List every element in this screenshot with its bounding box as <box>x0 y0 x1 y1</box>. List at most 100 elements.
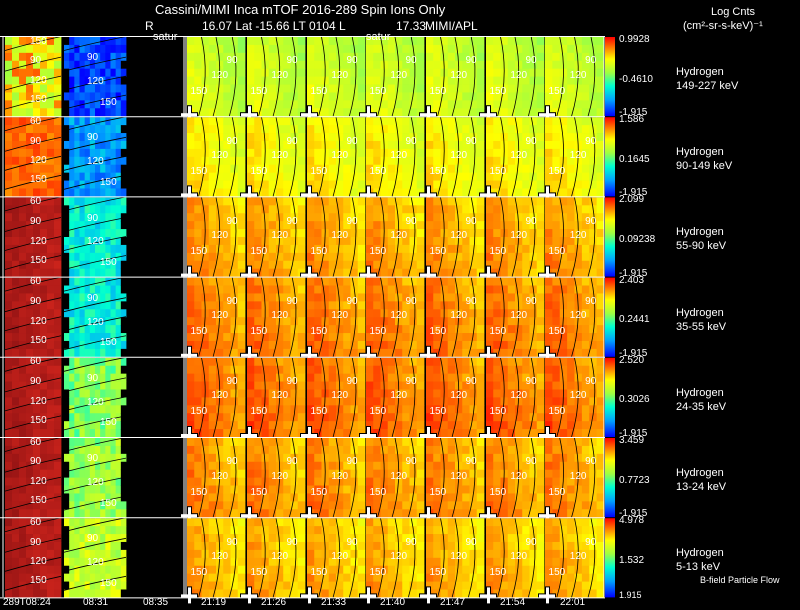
pixel-cell <box>366 453 374 463</box>
pixel-cell <box>416 260 425 270</box>
pixel-cell <box>440 438 449 447</box>
pixel-cell <box>201 285 210 294</box>
pixel-cell <box>54 325 62 334</box>
pixel-cell <box>387 438 396 447</box>
pixel-cell <box>201 429 210 438</box>
pixel-cell <box>469 68 478 77</box>
pixel-cell <box>559 213 568 222</box>
pixel-cell <box>426 357 434 367</box>
pixel-cell <box>79 285 86 294</box>
pixel-cell <box>89 333 96 342</box>
pixel-cell <box>69 317 75 326</box>
pixel-cell <box>33 493 41 502</box>
pixel-cell <box>529 333 538 342</box>
pixel-cell <box>462 197 470 206</box>
pixel-cell <box>194 148 202 158</box>
pixel-cell <box>69 133 75 142</box>
pixel-cell <box>223 293 231 302</box>
pixel-cell <box>357 156 366 166</box>
pixel-cell <box>366 333 374 342</box>
pixel-cell <box>476 381 485 390</box>
pixel-cell <box>95 252 101 262</box>
pixel-cell <box>455 438 463 447</box>
pixel-cell <box>297 477 306 486</box>
pixel-cell <box>89 421 96 430</box>
pixel-cell <box>79 373 86 382</box>
pixel-cell <box>237 365 246 375</box>
pixel-cell <box>47 509 55 518</box>
pixel-cell <box>216 317 224 326</box>
pixel-cell <box>314 84 322 93</box>
pixel-cell <box>5 148 13 158</box>
pixel-cell <box>589 268 598 277</box>
pixel-cell <box>507 493 516 502</box>
cross-marker <box>539 193 555 197</box>
pixel-cell <box>328 68 337 77</box>
pixel-cell <box>440 117 449 126</box>
pitch-contour-line <box>198 357 206 438</box>
pixel-cell <box>476 60 485 70</box>
pixel-cell <box>307 285 315 294</box>
cross-marker <box>241 434 257 437</box>
pixel-cell <box>84 469 91 478</box>
pixel-cell <box>194 493 202 502</box>
pixel-cell <box>105 84 111 93</box>
pixel-cell <box>19 92 27 101</box>
pixel-cell <box>254 469 262 478</box>
pixel-cell <box>115 100 122 109</box>
pixel-cell <box>350 221 359 230</box>
image-panel <box>180 36 246 124</box>
pixel-cell <box>33 37 41 46</box>
pixel-cell <box>328 52 337 62</box>
image-panel <box>419 197 485 284</box>
pixel-cell <box>395 37 403 46</box>
pixel-cell <box>529 117 538 126</box>
pixel-cell <box>247 413 255 422</box>
pixel-cell <box>545 164 553 174</box>
pixel-cell <box>373 37 381 46</box>
pixel-cell <box>100 125 106 134</box>
pixel-cell <box>350 397 359 406</box>
pixel-cell <box>47 461 55 471</box>
pixel-cell <box>380 365 389 375</box>
pixel-cell <box>237 260 246 270</box>
pixel-cell <box>395 429 403 438</box>
pixel-cell <box>105 76 111 85</box>
pixel-cell <box>462 421 470 430</box>
pixel-cell <box>100 229 106 238</box>
pixel-cell <box>493 92 501 101</box>
pixel-cell <box>201 156 210 166</box>
pixel-cell <box>433 509 441 518</box>
pixel-cell <box>433 180 441 189</box>
pixel-cell <box>559 108 568 117</box>
pixel-cell <box>366 140 374 150</box>
pixel-cell <box>559 493 568 502</box>
pixel-cell <box>194 180 202 189</box>
pixel-cell <box>447 133 456 142</box>
pixel-cell <box>455 293 463 302</box>
pixel-cell <box>283 453 291 463</box>
pixel-cell <box>321 205 330 214</box>
pixel-cell <box>187 293 195 302</box>
pixel-cell <box>26 252 34 262</box>
pixel-cell <box>596 84 605 93</box>
pixel-cell <box>100 205 106 214</box>
pixel-cell <box>194 317 202 326</box>
pixel-cell <box>328 438 337 447</box>
pixel-cell <box>69 117 75 126</box>
pixel-cell <box>105 140 111 150</box>
pixel-cell <box>486 293 494 302</box>
pixel-cell <box>581 188 590 197</box>
pixel-cell <box>343 197 351 206</box>
pixel-cell <box>536 301 545 310</box>
pixel-cell <box>402 438 410 447</box>
pitch-contour-line <box>556 197 564 277</box>
pixel-cell <box>79 381 86 390</box>
pixel-cell <box>581 100 590 109</box>
pixel-cell <box>469 164 478 174</box>
pixel-cell <box>120 188 127 197</box>
pixel-cell <box>366 60 374 70</box>
pixel-cell <box>507 325 516 334</box>
pixel-cell <box>395 156 403 166</box>
pixel-cell <box>440 84 449 93</box>
